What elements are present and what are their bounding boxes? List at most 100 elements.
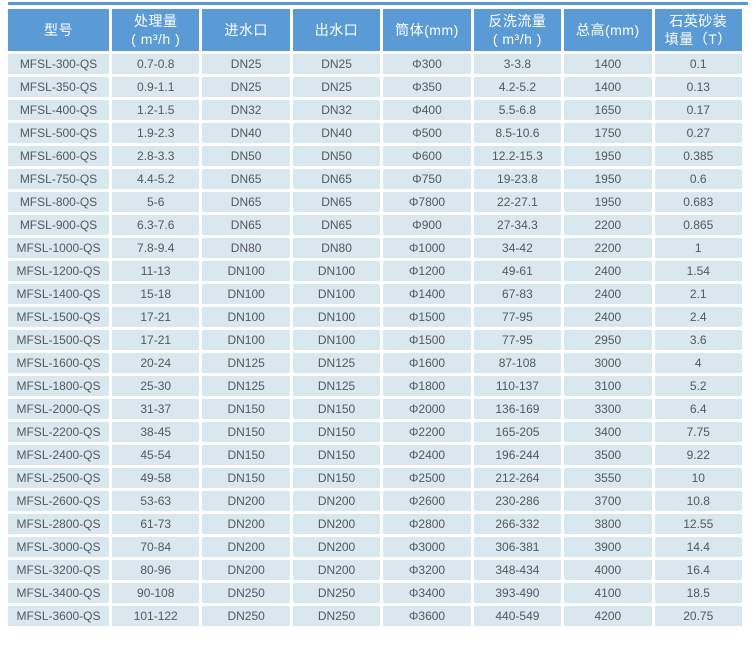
cell-backwash-flow: 5.5-6.8 <box>473 100 562 120</box>
cell-outlet: DN80 <box>292 238 381 258</box>
col-header-label: 型号 <box>44 21 73 38</box>
cell-backwash-flow: 110-137 <box>473 376 562 396</box>
cell-backwash-flow: 8.5-10.6 <box>473 123 562 143</box>
cell-inlet: DN100 <box>202 307 290 327</box>
cell-total-height: 2950 <box>564 330 652 350</box>
cell-cylinder: Φ3200 <box>383 560 471 580</box>
col-header-capacity: 处理量 ( m³/h ) <box>112 9 200 51</box>
cell-inlet: DN100 <box>202 284 290 304</box>
cell-inlet: DN125 <box>202 353 290 373</box>
cell-sand-fill: 2.4 <box>654 307 742 327</box>
cell-capacity: 49-58 <box>112 468 200 488</box>
cell-sand-fill: 0.27 <box>654 123 742 143</box>
table-row: MFSL-1000-QS 7.8-9.4 DN80 DN80 Φ1000 34-42 220… <box>8 238 742 258</box>
cell-sand-fill: 0.865 <box>654 215 742 235</box>
cell-capacity: 70-84 <box>112 537 200 557</box>
table-row: MFSL-2200-QS 38-45 DN150 DN150 Φ2200 165-205 3… <box>8 422 742 442</box>
cell-sand-fill: 14.4 <box>654 537 742 557</box>
cell-total-height: 3900 <box>564 537 652 557</box>
cell-model: MFSL-2600-QS <box>8 491 109 511</box>
cell-model: MFSL-3600-QS <box>8 606 109 626</box>
cell-backwash-flow: 77-95 <box>473 307 562 327</box>
cell-total-height: 1950 <box>564 192 652 212</box>
cell-model: MFSL-1500-QS <box>8 330 109 350</box>
cell-backwash-flow: 27-34.3 <box>473 215 562 235</box>
cell-total-height: 4000 <box>564 560 652 580</box>
cell-total-height: 3300 <box>564 399 652 419</box>
table-row: MFSL-3000-QS 70-84 DN200 DN200 Φ3000 306-381 3… <box>8 537 742 557</box>
cell-backwash-flow: 77-95 <box>473 330 562 350</box>
table-row: MFSL-900-QS 6.3-7.6 DN65 DN65 Φ900 27-34.3 220… <box>8 215 742 235</box>
cell-backwash-flow: 49-61 <box>473 261 562 281</box>
cell-capacity: 15-18 <box>112 284 200 304</box>
table-row: MFSL-3400-QS 90-108 DN250 DN250 Φ3400 393-490… <box>8 583 742 603</box>
cell-backwash-flow: 67-83 <box>473 284 562 304</box>
cell-sand-fill: 0.13 <box>654 77 742 97</box>
cell-outlet: DN125 <box>292 376 381 396</box>
cell-outlet: DN40 <box>292 123 381 143</box>
cell-total-height: 1750 <box>564 123 652 143</box>
cell-outlet: DN65 <box>292 215 381 235</box>
cell-cylinder: Φ300 <box>383 54 471 74</box>
table-body: MFSL-300-QS 0.7-0.8 DN25 DN25 Φ300 3-3.8 1400 0… <box>8 54 742 626</box>
cell-capacity: 1.9-2.3 <box>112 123 200 143</box>
col-header-sublabel: 填量（T） <box>664 31 732 47</box>
cell-model: MFSL-800-QS <box>8 192 109 212</box>
table-row: MFSL-1500-QS 17-21 DN100 DN100 Φ1500 77-95 295… <box>8 330 742 350</box>
cell-cylinder: Φ3400 <box>383 583 471 603</box>
cell-inlet: DN200 <box>202 491 290 511</box>
cell-sand-fill: 20.75 <box>654 606 742 626</box>
cell-cylinder: Φ7800 <box>383 192 471 212</box>
cell-outlet: DN150 <box>292 445 381 465</box>
cell-outlet: DN250 <box>292 583 381 603</box>
table-row: MFSL-3200-QS 80-96 DN200 DN200 Φ3200 348-434 4… <box>8 560 742 580</box>
cell-outlet: DN65 <box>292 192 381 212</box>
cell-inlet: DN250 <box>202 606 290 626</box>
col-header-label: 总高(mm) <box>575 21 640 38</box>
cell-cylinder: Φ1400 <box>383 284 471 304</box>
col-header-outlet: 出水口 <box>292 9 381 51</box>
cell-model: MFSL-2800-QS <box>8 514 109 534</box>
cell-cylinder: Φ1200 <box>383 261 471 281</box>
cell-model: MFSL-1500-QS <box>8 307 109 327</box>
col-header-total-height: 总高(mm) <box>564 9 652 51</box>
cell-cylinder: Φ900 <box>383 215 471 235</box>
cell-capacity: 0.7-0.8 <box>112 54 200 74</box>
cell-total-height: 3000 <box>564 353 652 373</box>
cell-model: MFSL-2000-QS <box>8 399 109 419</box>
cell-capacity: 17-21 <box>112 307 200 327</box>
cell-cylinder: Φ400 <box>383 100 471 120</box>
cell-inlet: DN200 <box>202 537 290 557</box>
cell-sand-fill: 0.385 <box>654 146 742 166</box>
cell-outlet: DN150 <box>292 399 381 419</box>
cell-sand-fill: 4 <box>654 353 742 373</box>
cell-inlet: DN150 <box>202 399 290 419</box>
col-header-inlet: 进水口 <box>202 9 290 51</box>
cell-outlet: DN65 <box>292 169 381 189</box>
cell-model: MFSL-750-QS <box>8 169 109 189</box>
cell-cylinder: Φ2600 <box>383 491 471 511</box>
cell-capacity: 4.4-5.2 <box>112 169 200 189</box>
cell-cylinder: Φ600 <box>383 146 471 166</box>
product-spec-table: 型号 处理量 ( m³/h ) 进水口 出水口 筒体(mm) 反洗流量 ( m³/h ) 总高(… <box>5 6 745 629</box>
cell-cylinder: Φ2400 <box>383 445 471 465</box>
cell-inlet: DN50 <box>202 146 290 166</box>
cell-backwash-flow: 87-108 <box>473 353 562 373</box>
cell-sand-fill: 3.6 <box>654 330 742 350</box>
cell-model: MFSL-2400-QS <box>8 445 109 465</box>
cell-capacity: 31-37 <box>112 399 200 419</box>
table-row: MFSL-2800-QS 61-73 DN200 DN200 Φ2800 266-332 3… <box>8 514 742 534</box>
cell-total-height: 2400 <box>564 307 652 327</box>
cell-outlet: DN50 <box>292 146 381 166</box>
cell-backwash-flow: 230-286 <box>473 491 562 511</box>
cell-outlet: DN25 <box>292 77 381 97</box>
cell-capacity: 20-24 <box>112 353 200 373</box>
cell-inlet: DN25 <box>202 77 290 97</box>
cell-cylinder: Φ2200 <box>383 422 471 442</box>
cell-model: MFSL-400-QS <box>8 100 109 120</box>
cell-total-height: 3700 <box>564 491 652 511</box>
cell-outlet: DN25 <box>292 54 381 74</box>
col-header-label: 反洗流量 <box>488 12 547 29</box>
cell-backwash-flow: 22-27.1 <box>473 192 562 212</box>
cell-capacity: 80-96 <box>112 560 200 580</box>
